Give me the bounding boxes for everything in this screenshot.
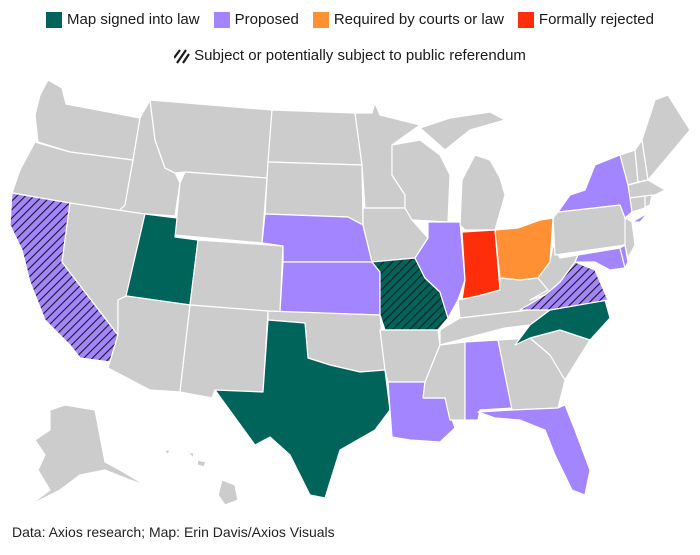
state-wyoming (174, 171, 268, 244)
state-florida (477, 404, 591, 496)
proposed-swatch (213, 12, 230, 28)
state-maine (641, 94, 691, 181)
state-alaska (29, 404, 146, 506)
state-new-mexico (179, 304, 269, 399)
legend-label: Required by courts or law (333, 11, 504, 28)
legend-item-rejected: Formally rejected (517, 10, 654, 30)
state-north-carolina (514, 299, 611, 346)
legend-item-required: Required by courts or law (312, 10, 504, 30)
state-massachusetts (627, 179, 666, 199)
state-texas (214, 319, 391, 499)
required-swatch (312, 12, 329, 28)
legend-categories: Map signed into law Proposed Required by… (0, 10, 700, 30)
hatch-label: Subject or potentially subject to public… (194, 47, 526, 64)
source-credit: Data: Axios research; Map: Erin Davis/Ax… (12, 524, 335, 540)
state-arizona (107, 295, 191, 393)
state-hawaii (163, 449, 239, 506)
state-kansas (279, 261, 381, 316)
state-michigan (419, 111, 506, 231)
legend-label: Formally rejected (538, 11, 654, 28)
state-indiana (461, 229, 501, 301)
legend-referendum: Subject or potentially subject to public… (0, 46, 700, 66)
legend-item-signed: Map signed into law (46, 10, 200, 30)
legend-label: Proposed (234, 11, 299, 28)
state-wisconsin (391, 139, 451, 223)
state-new-jersey (624, 217, 636, 259)
legend-label: Map signed into law (67, 11, 200, 28)
signed-swatch (46, 12, 63, 28)
rejected-swatch (517, 12, 534, 28)
state-montana (149, 99, 273, 179)
state-colorado (189, 239, 284, 313)
state-pennsylvania (552, 204, 629, 256)
state-north-dakota (267, 109, 363, 166)
state-illinois (414, 221, 466, 319)
legend-item-proposed: Proposed (213, 10, 299, 30)
hatch-icon (174, 49, 190, 64)
state-rhode-island (644, 194, 653, 208)
state-connecticut (629, 195, 646, 213)
